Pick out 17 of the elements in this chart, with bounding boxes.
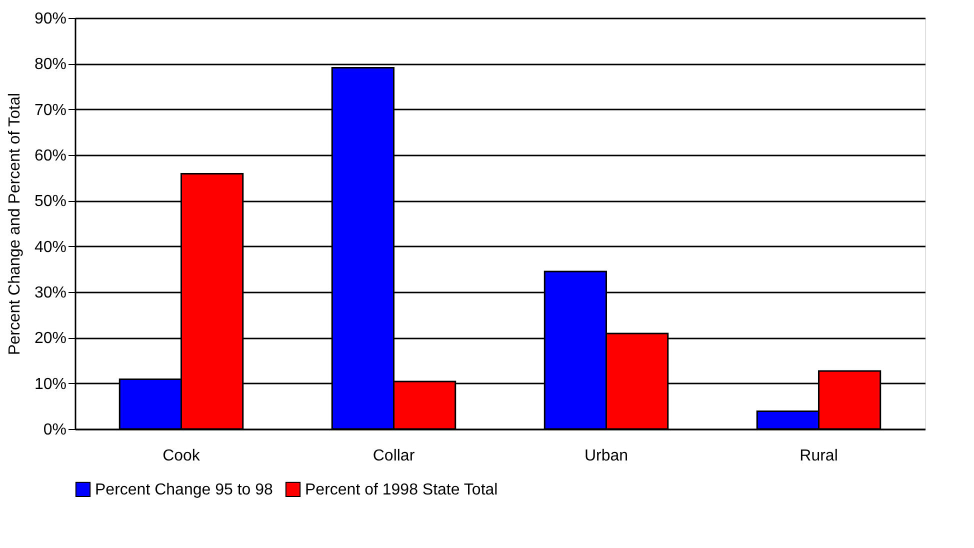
y-tick-label: 70% [34,102,66,119]
legend-label: Percent Change 95 to 98 [95,481,274,498]
y-tick-label: 20% [34,330,66,348]
y-axis-title: Percent Change and Percent of Total [6,92,24,356]
y-tick-label: 50% [34,193,66,210]
x-tick-label: Rural [800,448,838,464]
y-tick-label: 80% [34,56,66,74]
y-tick-label: 10% [34,376,66,393]
legend-label: Percent of 1998 State Total [305,481,498,498]
y-tick-label: 30% [34,284,66,302]
x-tick-label: Collar [372,448,416,464]
y-tick-label: 60% [34,148,66,164]
y-tick-label: 40% [34,238,66,256]
y-tick-label: 90% [34,10,66,28]
x-tick-label: Urban [584,448,628,464]
x-tick-label: Cook [162,448,201,464]
y-tick-label: 0% [43,422,66,438]
